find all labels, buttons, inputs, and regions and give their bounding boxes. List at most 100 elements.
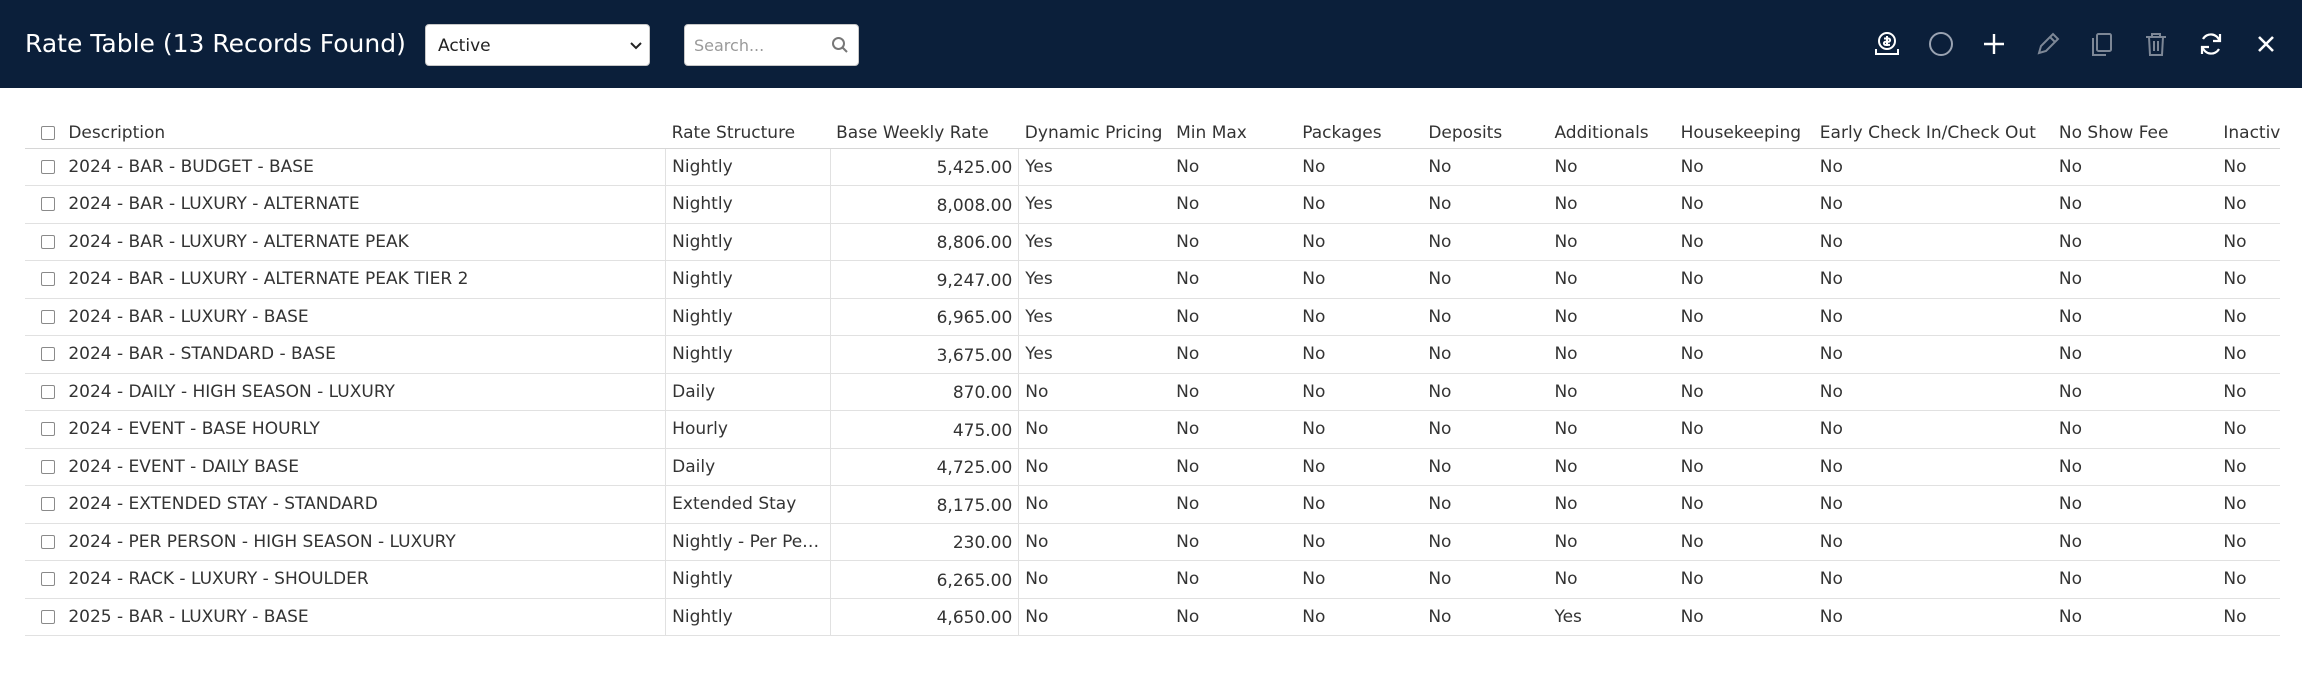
row-checkbox[interactable] bbox=[41, 159, 55, 174]
table-row[interactable]: 2024 - BAR - LUXURY - BASE Nightly 6,965.0… bbox=[25, 298, 2280, 336]
row-checkbox[interactable] bbox=[41, 272, 55, 287]
cell-no-show-fee: No bbox=[2052, 148, 2218, 186]
table-row[interactable]: 2024 - RACK - LUXURY - SHOULDER Nightly 6,… bbox=[25, 560, 2280, 599]
cell-deposits: No bbox=[1422, 523, 1549, 561]
table-row[interactable]: 2024 - BAR - LUXURY - ALTERNATE Nightly 8,… bbox=[25, 185, 2280, 224]
cell-packages: No bbox=[1296, 335, 1423, 374]
search-icon[interactable] bbox=[831, 36, 849, 54]
col-header-packages[interactable]: Packages bbox=[1296, 112, 1423, 149]
cell-additionals: Yes bbox=[1548, 598, 1675, 636]
col-header-rate-structure[interactable]: Rate Structure bbox=[665, 112, 831, 149]
cell-early-check-in-out: No bbox=[1813, 598, 2053, 636]
status-filter-select[interactable]: Active bbox=[425, 24, 650, 66]
table-row[interactable]: 2024 - BAR - LUXURY - ALTERNATE PEAK Nigh… bbox=[25, 223, 2280, 261]
circle-icon[interactable] bbox=[1925, 28, 1957, 60]
col-header-deposits[interactable]: Deposits bbox=[1422, 112, 1549, 149]
table-row[interactable]: 2024 - BAR - LUXURY - ALTERNATE PEAK TIE… bbox=[25, 260, 2280, 299]
cell-additionals: No bbox=[1548, 260, 1675, 299]
cell-no-show-fee: No bbox=[2052, 373, 2218, 411]
cell-description: 2024 - BAR - LUXURY - ALTERNATE PEAK bbox=[62, 223, 666, 261]
cell-housekeeping: No bbox=[1674, 298, 1814, 336]
cell-deposits: No bbox=[1422, 373, 1549, 411]
cell-early-check-in-out: No bbox=[1813, 410, 2053, 449]
cell-packages: No bbox=[1296, 373, 1423, 411]
cell-no-show-fee: No bbox=[2052, 223, 2218, 261]
table-row[interactable]: 2025 - BAR - LUXURY - BASE Nightly 4,650.0… bbox=[25, 598, 2280, 636]
row-select-cell bbox=[25, 485, 63, 524]
col-header-inactive[interactable]: Inactive bbox=[2217, 112, 2280, 149]
cell-no-show-fee: No bbox=[2052, 448, 2218, 486]
row-checkbox[interactable] bbox=[41, 384, 55, 399]
cell-description: 2024 - EXTENDED STAY - STANDARD bbox=[62, 485, 666, 524]
refresh-icon[interactable] bbox=[2195, 28, 2227, 60]
money-bag-icon[interactable] bbox=[1871, 28, 1903, 60]
row-checkbox[interactable] bbox=[41, 197, 55, 212]
copy-icon[interactable] bbox=[2086, 28, 2118, 60]
row-select-cell bbox=[25, 185, 63, 224]
row-checkbox[interactable] bbox=[41, 347, 55, 362]
plus-icon[interactable] bbox=[1978, 28, 2010, 60]
col-header-housekeeping[interactable]: Housekeeping bbox=[1674, 112, 1814, 149]
table-row[interactable]: 2024 - EXTENDED STAY - STANDARD Extended … bbox=[25, 485, 2280, 524]
table-row[interactable]: 2024 - EVENT - DAILY BASE Daily 4,725.00 No… bbox=[25, 448, 2280, 486]
cell-inactive: No bbox=[2217, 560, 2280, 599]
col-header-description[interactable]: Description bbox=[62, 112, 666, 149]
cell-base-weekly-rate: 4,725.00 bbox=[829, 448, 1019, 486]
table-row[interactable]: 2024 - PER PERSON - HIGH SEASON - LUXURY… bbox=[25, 523, 2280, 561]
trash-icon[interactable] bbox=[2140, 28, 2172, 60]
cell-inactive: No bbox=[2217, 185, 2280, 224]
cell-rate-structure: Nightly bbox=[665, 185, 831, 224]
cell-housekeeping: No bbox=[1674, 185, 1814, 224]
row-checkbox[interactable] bbox=[41, 309, 55, 324]
col-header-min-max[interactable]: Min Max bbox=[1170, 112, 1297, 149]
search-box bbox=[684, 24, 859, 66]
col-header-additionals[interactable]: Additionals bbox=[1548, 112, 1675, 149]
cell-housekeeping: No bbox=[1674, 148, 1814, 186]
cell-early-check-in-out: No bbox=[1813, 223, 2053, 261]
col-header-no-show-fee[interactable]: No Show Fee bbox=[2052, 112, 2218, 149]
row-checkbox[interactable] bbox=[41, 422, 55, 437]
table-row[interactable]: 2024 - BAR - BUDGET - BASE Nightly 5,425.0… bbox=[25, 148, 2280, 186]
row-checkbox[interactable] bbox=[41, 609, 55, 624]
cell-min-max: No bbox=[1170, 223, 1297, 261]
row-select-cell bbox=[25, 448, 63, 486]
col-header-dynamic-pricing[interactable]: Dynamic Pricing bbox=[1018, 112, 1171, 149]
cell-base-weekly-rate: 870.00 bbox=[829, 373, 1019, 411]
cell-min-max: No bbox=[1170, 185, 1297, 224]
col-header-base-weekly-rate[interactable]: Base Weekly Rate bbox=[830, 112, 1019, 149]
cell-additionals: No bbox=[1548, 223, 1675, 261]
cell-description: 2024 - EVENT - DAILY BASE bbox=[62, 448, 666, 486]
cell-deposits: No bbox=[1422, 485, 1549, 524]
status-filter-value: Active bbox=[438, 36, 491, 56]
cell-rate-structure: Nightly bbox=[665, 598, 831, 636]
close-icon[interactable] bbox=[2250, 28, 2282, 60]
cell-description: 2024 - BAR - STANDARD - BASE bbox=[62, 335, 666, 374]
cell-dynamic-pricing: No bbox=[1018, 373, 1171, 411]
row-checkbox[interactable] bbox=[41, 497, 55, 512]
cell-dynamic-pricing: Yes bbox=[1018, 298, 1171, 336]
select-all-cell bbox=[25, 112, 63, 149]
row-checkbox[interactable] bbox=[41, 459, 55, 474]
cell-dynamic-pricing: Yes bbox=[1018, 260, 1171, 299]
row-checkbox[interactable] bbox=[41, 234, 55, 249]
cell-rate-structure: Nightly bbox=[665, 148, 831, 186]
select-all-checkbox[interactable] bbox=[41, 125, 55, 140]
row-checkbox[interactable] bbox=[41, 572, 55, 587]
pencil-icon[interactable] bbox=[2032, 28, 2064, 60]
cell-description: 2024 - BAR - BUDGET - BASE bbox=[62, 148, 666, 186]
cell-min-max: No bbox=[1170, 260, 1297, 299]
row-select-cell bbox=[25, 598, 63, 636]
row-checkbox[interactable] bbox=[41, 534, 55, 549]
col-header-early-check-in-out[interactable]: Early Check In/Check Out bbox=[1813, 112, 2053, 149]
table-row[interactable]: 2024 - BAR - STANDARD - BASE Nightly 3,675… bbox=[25, 335, 2280, 374]
search-input[interactable] bbox=[685, 25, 825, 65]
cell-early-check-in-out: No bbox=[1813, 373, 2053, 411]
cell-dynamic-pricing: No bbox=[1018, 560, 1171, 599]
table-row[interactable]: 2024 - DAILY - HIGH SEASON - LUXURY Daily… bbox=[25, 373, 2280, 411]
table-row[interactable]: 2024 - EVENT - BASE HOURLY Hourly 475.00 No… bbox=[25, 410, 2280, 449]
row-select-cell bbox=[25, 560, 63, 599]
cell-base-weekly-rate: 8,175.00 bbox=[829, 485, 1019, 524]
cell-deposits: No bbox=[1422, 185, 1549, 224]
cell-no-show-fee: No bbox=[2052, 185, 2218, 224]
cell-early-check-in-out: No bbox=[1813, 298, 2053, 336]
